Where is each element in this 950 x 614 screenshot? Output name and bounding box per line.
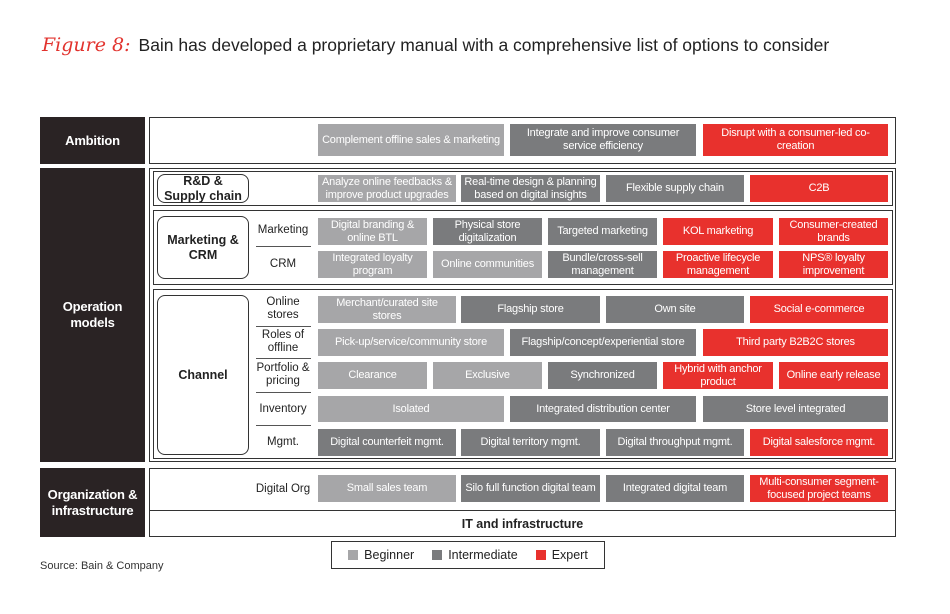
cell-portfolio-clearance: Clearance: [318, 362, 427, 389]
legend-swatch: [535, 550, 546, 560]
cell-marketing-targeted: Targeted marketing: [548, 218, 657, 245]
cell-crm-communities: Online communities: [433, 251, 542, 278]
cell-portfolio-early-release: Online early release: [779, 362, 888, 389]
cell-online-social: Social e-commerce: [750, 296, 888, 323]
cell-mgmt-throughput: Digital throughput mgmt.: [606, 429, 744, 456]
category-organization: Organization & infrastructure: [40, 468, 145, 537]
cell-inventory-isolated: Isolated: [318, 396, 504, 422]
cell-inventory-distribution: Integrated distribution center: [510, 396, 696, 422]
cell-marketing-kol: KOL marketing: [663, 218, 773, 245]
cell-portfolio-synchronized: Synchronized: [548, 362, 657, 389]
legend-swatch: [348, 550, 359, 560]
category-organization-label: Organization & infrastructure: [47, 486, 138, 518]
cell-marketing-branding: Digital branding & online BTL: [318, 218, 427, 245]
cell-rnd-supply-chain: Flexible supply chain: [606, 175, 744, 202]
cell-marketing-consumer-brands: Consumer-created brands: [779, 218, 888, 245]
cell-online-merchant: Merchant/curated site stores: [318, 296, 456, 323]
cell-crm-bundle: Bundle/cross-sell management: [548, 251, 657, 278]
figure-title-text: Bain has developed a proprietary manual …: [138, 35, 830, 55]
cell-crm-lifecycle: Proactive lifecycle management: [663, 251, 773, 278]
category-ambition: Ambition: [40, 117, 145, 164]
cell-portfolio-hybrid: Hybrid with anchor product: [663, 362, 773, 389]
cell-org-small-team: Small sales team: [318, 475, 456, 502]
row-separator: [256, 358, 311, 359]
cell-crm-loyalty: Integrated loyalty program: [318, 251, 427, 278]
row-label-digital-org: Digital Org: [255, 482, 311, 495]
row-label-roles-offline: Roles of offline: [261, 329, 305, 354]
marketing-crm-label-text: Marketing & CRM: [167, 232, 239, 262]
row-separator: [256, 326, 311, 327]
cell-portfolio-exclusive: Exclusive: [433, 362, 542, 389]
cell-offline-pickup: Pick-up/service/community store: [318, 329, 504, 356]
row-label-crm: CRM: [269, 257, 297, 270]
row-label-mgmt: Mgmt.: [267, 435, 299, 448]
category-operation-label: Operation models: [62, 299, 123, 330]
cell-rnd-c2b: C2B: [750, 175, 888, 202]
cell-offline-b2b2c: Third party B2B2C stores: [703, 329, 888, 356]
row-separator: [256, 425, 311, 426]
cell-mgmt-salesforce: Digital salesforce mgmt.: [750, 429, 888, 456]
legend-label: Beginner: [364, 548, 415, 562]
row-label-portfolio: Portfolio & pricing: [256, 362, 310, 387]
figure-number: Figure 8:: [42, 34, 131, 56]
legend-swatch: [432, 550, 443, 560]
cell-mgmt-territory: Digital territory mgmt.: [461, 429, 600, 456]
rnd-label-text: R&D & Supply chain: [164, 173, 242, 203]
cell-online-flagship: Flagship store: [461, 296, 600, 323]
it-infrastructure-bar: IT and infrastructure: [149, 510, 896, 537]
row-separator: [256, 246, 311, 247]
legend-item-intermediate: Intermediate: [432, 548, 518, 562]
figure-title: Figure 8: Bain has developed a proprietar…: [42, 34, 829, 56]
cell-ambition-complement: Complement offline sales & marketing: [318, 124, 504, 156]
row-separator: [256, 392, 311, 393]
cell-offline-flagship: Flagship/concept/experiential store: [510, 329, 696, 356]
marketing-crm-label: Marketing & CRM: [157, 216, 249, 279]
cell-org-integrated-team: Integrated digital team: [606, 475, 744, 502]
cell-ambition-integrate: Integrate and improve consumer service e…: [510, 124, 696, 156]
channel-label: Channel: [157, 295, 249, 455]
legend-item-expert: Expert: [535, 548, 588, 562]
row-label-inventory: Inventory: [259, 402, 307, 415]
cell-org-silo-team: Silo full function digital team: [461, 475, 600, 502]
legend-item-beginner: Beginner: [348, 548, 414, 562]
row-label-online-stores: Online stores: [266, 296, 300, 321]
cell-rnd-feedback: Analyze online feedbacks & improve produ…: [318, 175, 456, 202]
cell-ambition-disrupt: Disrupt with a consumer-led co-creation: [703, 124, 888, 156]
legend-label: Intermediate: [448, 548, 518, 562]
rnd-label: R&D & Supply chain: [157, 174, 249, 203]
cell-inventory-store-level: Store level integrated: [703, 396, 888, 422]
source-note: Source: Bain & Company: [40, 560, 164, 572]
cell-crm-nps: NPS® loyalty improvement: [779, 251, 888, 278]
cell-rnd-design: Real-time design & planning based on dig…: [461, 175, 600, 202]
cell-online-own-site: Own site: [606, 296, 744, 323]
cell-marketing-physical-store: Physical store digitalization: [433, 218, 542, 245]
legend: Beginner Intermediate Expert: [331, 541, 605, 569]
row-label-marketing: Marketing: [257, 223, 309, 236]
category-operation-models: Operation models: [40, 168, 145, 462]
cell-org-project-teams: Multi-consumer segment-focused project t…: [750, 475, 888, 502]
cell-mgmt-counterfeit: Digital counterfeit mgmt.: [318, 429, 456, 456]
legend-label: Expert: [551, 548, 588, 562]
